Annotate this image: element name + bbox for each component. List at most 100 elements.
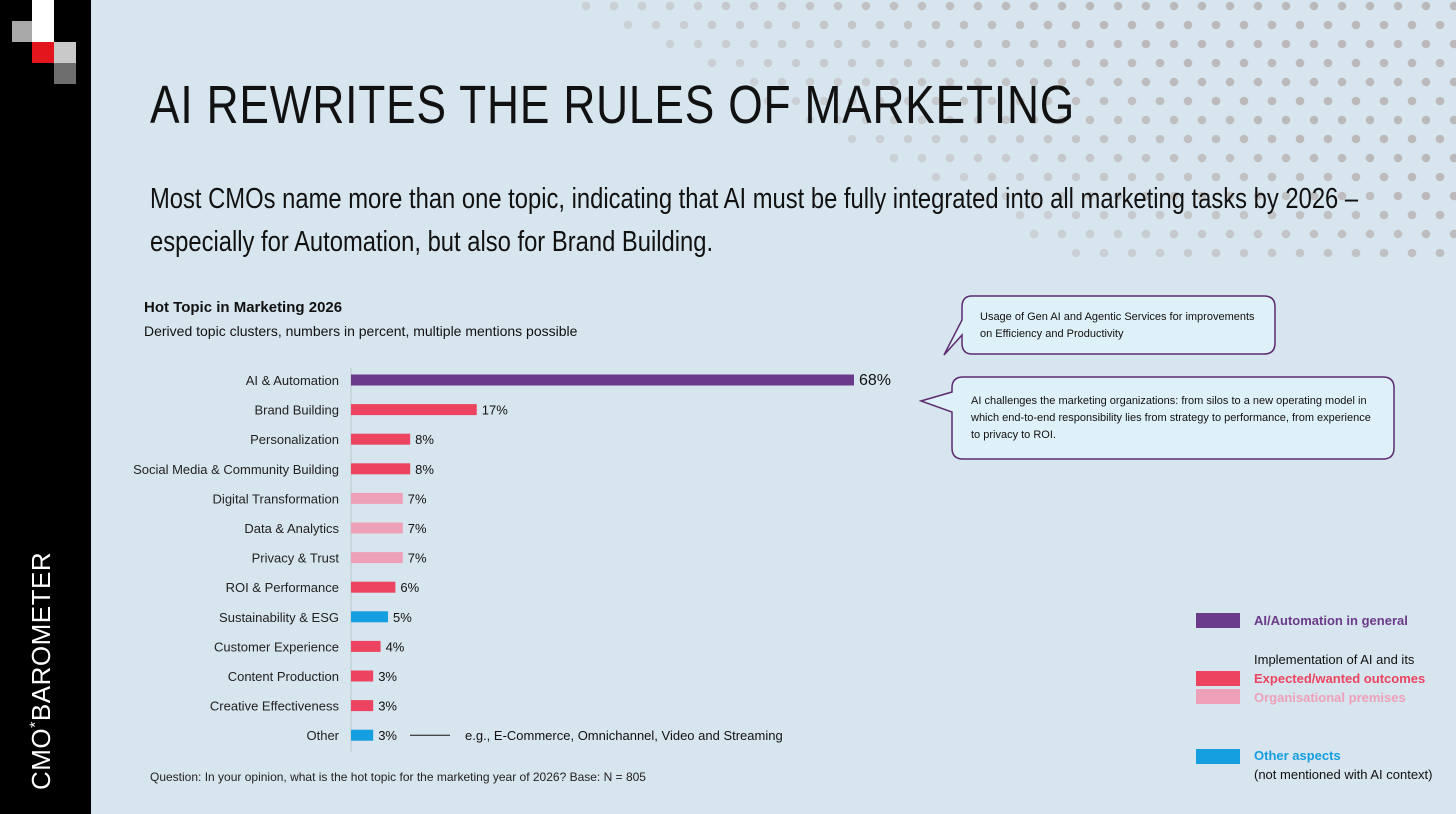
decorative-dot — [1099, 172, 1109, 182]
decorative-dot — [1225, 77, 1235, 87]
decorative-dot — [959, 172, 969, 182]
decorative-dot — [1071, 210, 1081, 220]
bar — [351, 404, 477, 416]
decorative-dot — [1029, 1, 1039, 11]
decorative-dot — [721, 1, 731, 11]
decorative-dot — [875, 96, 885, 106]
decorative-dot — [1071, 134, 1081, 144]
decorative-dot — [609, 1, 619, 11]
decorative-dot — [1407, 96, 1417, 106]
decorative-dot — [1155, 248, 1165, 258]
decorative-dot — [1071, 248, 1081, 258]
decorative-dot — [1309, 229, 1319, 239]
decorative-dot — [889, 39, 899, 49]
decorative-dot — [987, 20, 997, 30]
decorative-dot — [847, 20, 857, 30]
question-footnote: Question: In your opinion, what is the h… — [150, 770, 646, 784]
decorative-dot — [931, 172, 941, 182]
decorative-dot — [1029, 153, 1039, 163]
decorative-dot — [973, 77, 983, 87]
decorative-dot — [1085, 229, 1095, 239]
decorative-dot — [1015, 134, 1025, 144]
decorative-dot — [1309, 191, 1319, 201]
decorative-dot — [707, 20, 717, 30]
decorative-dot — [1323, 172, 1333, 182]
decorative-dot — [1169, 191, 1179, 201]
brand-name-part1: CMO — [26, 727, 56, 790]
decorative-dot — [1351, 134, 1361, 144]
decorative-dot — [1029, 115, 1039, 125]
decorative-dot — [861, 77, 871, 87]
decorative-dot — [1211, 58, 1221, 68]
decorative-dot — [1211, 210, 1221, 220]
decorative-dot — [889, 77, 899, 87]
decorative-dot — [833, 39, 843, 49]
decorative-dot — [1351, 96, 1361, 106]
decorative-dot — [1421, 153, 1431, 163]
value-label: 8% — [415, 462, 434, 477]
decorative-dot — [1043, 134, 1053, 144]
decorative-dot — [1281, 229, 1291, 239]
decorative-dot — [1169, 77, 1179, 87]
decorative-dot — [1253, 77, 1263, 87]
decorative-dot — [805, 1, 815, 11]
decorative-dot — [1295, 58, 1305, 68]
decorative-dot — [1281, 153, 1291, 163]
legend-label-general: AI/Automation in general — [1254, 613, 1408, 628]
decorative-dot — [1281, 39, 1291, 49]
decorative-dot — [1435, 58, 1445, 68]
decorative-dot — [1365, 115, 1375, 125]
category-label: Digital Transformation — [213, 491, 339, 506]
legend-other-note: (not mentioned with AI context) — [1254, 767, 1433, 782]
decorative-dot — [1267, 172, 1277, 182]
decorative-dot — [1099, 20, 1109, 30]
decorative-dot — [1085, 153, 1095, 163]
value-label: 7% — [408, 491, 427, 506]
decorative-dot — [1029, 39, 1039, 49]
decorative-dot — [1085, 191, 1095, 201]
decorative-dot — [777, 1, 787, 11]
decorative-dot — [889, 1, 899, 11]
decorative-dot — [1183, 134, 1193, 144]
bar — [351, 522, 403, 534]
decorative-dot — [1085, 77, 1095, 87]
decorative-dot — [1057, 191, 1067, 201]
decorative-dot — [1393, 1, 1403, 11]
decorative-dot — [1379, 210, 1389, 220]
decorative-dot — [1169, 115, 1179, 125]
decorative-dot — [1197, 153, 1207, 163]
decorative-dot — [945, 39, 955, 49]
decorative-dot — [805, 115, 815, 125]
decorative-dot — [1253, 191, 1263, 201]
decorative-dot — [1267, 248, 1277, 258]
decorative-dot — [721, 39, 731, 49]
decorative-dot — [833, 77, 843, 87]
decorative-dot — [1127, 58, 1137, 68]
decorative-dot — [1225, 1, 1235, 11]
decorative-dot — [1001, 77, 1011, 87]
value-label: 6% — [400, 580, 419, 595]
decorative-dot — [763, 20, 773, 30]
category-label: Privacy & Trust — [252, 551, 340, 566]
decorative-dot — [1323, 58, 1333, 68]
decorative-dot — [1057, 115, 1067, 125]
decorative-dot — [847, 134, 857, 144]
decorative-dot — [805, 39, 815, 49]
decorative-dot — [1155, 134, 1165, 144]
bar — [351, 552, 403, 564]
decorative-dot — [1253, 39, 1263, 49]
decorative-dot — [1435, 20, 1445, 30]
decorative-dot — [1309, 1, 1319, 11]
decorative-dot — [917, 153, 927, 163]
decorative-dot — [1281, 191, 1291, 201]
decorative-dot — [1449, 191, 1456, 201]
decorative-dot — [1225, 153, 1235, 163]
decorative-dot — [1155, 96, 1165, 106]
bar — [351, 640, 381, 652]
annotation-text: e.g., E-Commerce, Omnichannel, Video and… — [465, 728, 783, 743]
decorative-dot — [1211, 172, 1221, 182]
decorative-dot — [973, 153, 983, 163]
decorative-dot — [987, 96, 997, 106]
decorative-dot — [1393, 77, 1403, 87]
decorative-dot — [1365, 1, 1375, 11]
